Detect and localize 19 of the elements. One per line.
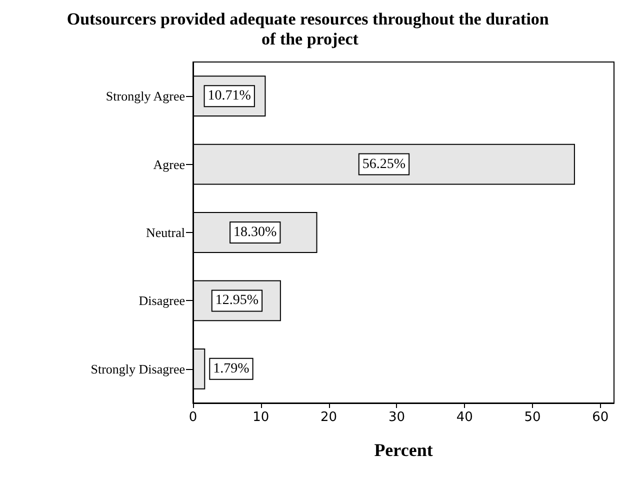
x-tick-label: 50 — [524, 410, 541, 425]
data-label: 56.25% — [362, 156, 406, 172]
x-tick-label: 30 — [388, 410, 405, 425]
y-tick-label: Agree — [153, 156, 186, 172]
y-tick-label: Disagree — [138, 293, 186, 308]
y-tick-label: Strongly Disagree — [90, 361, 186, 376]
x-tick-label: 60 — [592, 410, 609, 425]
x-tick-label: 40 — [456, 410, 473, 425]
data-label: 1.79% — [213, 361, 250, 376]
data-label: 18.30% — [234, 225, 278, 240]
data-label: 12.95% — [215, 293, 259, 308]
y-tick-label: Neutral — [146, 225, 186, 240]
x-tick-label: 20 — [320, 410, 338, 425]
x-tick-label: 10 — [252, 410, 270, 425]
y-tick-label: Strongly Agree — [106, 88, 186, 104]
chart-title: Outsourcers provided adequate resources throughout the duration of the project — [66, 10, 554, 48]
x-axis-title: Percent — [374, 440, 433, 460]
x-tick-label: 0 — [188, 410, 198, 425]
data-label: 10.71% — [208, 88, 252, 104]
